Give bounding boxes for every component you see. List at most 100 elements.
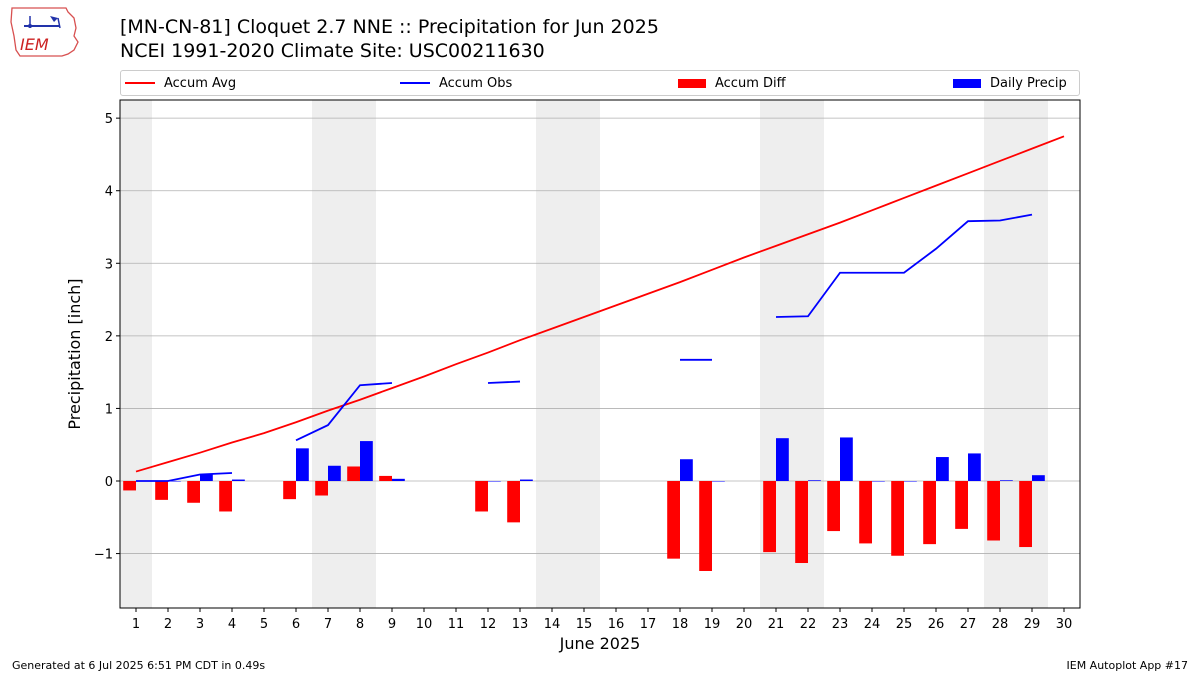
legend-swatch-accum-obs	[400, 82, 430, 84]
daily-precip-bar	[520, 479, 533, 481]
accum-diff-bar	[891, 481, 904, 556]
chart-title: [MN-CN-81] Cloquet 2.7 NNE :: Precipitat…	[120, 16, 659, 38]
y-tick-label: 0	[105, 475, 113, 490]
x-tick-label: 22	[800, 617, 817, 632]
chart-subtitle: NCEI 1991-2020 Climate Site: USC00211630	[120, 40, 545, 62]
daily-precip-bar	[296, 448, 309, 481]
legend-item-accum-diff: Accum Diff	[678, 71, 786, 95]
accum-obs-line	[487, 380, 521, 384]
daily-precip-bar	[488, 481, 501, 482]
x-tick-label: 23	[832, 617, 849, 632]
accum-diff-bar	[315, 481, 328, 496]
x-tick-label: 24	[864, 617, 881, 632]
accum-diff-bar	[475, 481, 488, 512]
x-tick-label: 1	[132, 617, 140, 632]
x-tick-label: 19	[704, 617, 721, 632]
legend-swatch-daily-precip	[953, 78, 981, 88]
x-tick-label: 26	[928, 617, 945, 632]
daily-precip-bar	[232, 479, 245, 481]
y-tick-label: 5	[105, 112, 113, 127]
daily-precip-bar	[904, 481, 917, 482]
x-tick-label: 2	[164, 617, 172, 632]
accum-obs-line	[775, 213, 1033, 318]
svg-text:IEM: IEM	[20, 35, 49, 54]
accum-diff-bar	[347, 466, 360, 481]
legend-item-accum-avg: Accum Avg	[125, 71, 236, 95]
weekend-shading	[120, 100, 1048, 608]
footer-app: IEM Autoplot App #17	[1066, 659, 1189, 672]
x-tick-label: 12	[480, 617, 497, 632]
daily-precip-bar	[712, 481, 725, 482]
legend-label-accum-diff: Accum Diff	[715, 75, 786, 91]
accum-avg-line	[135, 135, 1065, 473]
chart-legend: Accum Avg Accum Obs Accum Diff Daily Pre…	[120, 70, 1080, 96]
accum-diff-bar	[219, 481, 232, 512]
lines	[135, 135, 1065, 482]
daily-precip-bar	[168, 481, 181, 482]
x-tick-label: 3	[196, 617, 204, 632]
legend-label-daily-precip: Daily Precip	[990, 75, 1067, 91]
y-tick-label: 2	[105, 330, 113, 345]
daily-precip-bar	[808, 480, 821, 481]
x-tick-label: 11	[448, 617, 465, 632]
accum-diff-bar	[187, 481, 200, 503]
daily-precip-bar	[328, 465, 341, 481]
x-tick-label: 5	[260, 617, 268, 632]
accum-obs-line	[295, 382, 393, 442]
accum-diff-bar	[795, 481, 808, 564]
grid-lines	[120, 117, 1080, 554]
x-tick-label: 30	[1056, 617, 1073, 632]
weekend-shade	[984, 100, 1048, 608]
weekend-shade	[312, 100, 376, 608]
y-tick-label: 3	[105, 257, 113, 272]
weekend-shade	[120, 100, 152, 608]
x-tick-label: 16	[608, 617, 625, 632]
accum-diff-bar	[699, 481, 712, 571]
daily-precip-bar	[200, 474, 213, 481]
daily-precip-bar	[136, 481, 149, 482]
daily-precip-bar	[776, 438, 789, 481]
daily-precip-bar	[936, 457, 949, 481]
x-tick-label: 7	[324, 617, 332, 632]
daily-precip-bar	[872, 481, 885, 482]
weekend-shade	[536, 100, 600, 608]
x-tick-label: 15	[576, 617, 593, 632]
daily-precip-bar	[1032, 475, 1045, 481]
x-tick-label: 18	[672, 617, 689, 632]
accum-diff-bar	[155, 481, 168, 500]
x-tick-label: 27	[960, 617, 977, 632]
legend-item-accum-obs: Accum Obs	[400, 71, 512, 95]
x-tick-label: 29	[1024, 617, 1041, 632]
x-tick-label: 9	[388, 617, 396, 632]
accum-diff-bar	[507, 481, 520, 523]
x-tick-label: 20	[736, 617, 753, 632]
x-tick-label: 25	[896, 617, 913, 632]
x-tick-label: 13	[512, 617, 529, 632]
legend-label-accum-avg: Accum Avg	[164, 75, 237, 91]
footer-generated: Generated at 6 Jul 2025 6:51 PM CDT in 0…	[12, 659, 266, 672]
y-axis-ticks: −1 0 1 2 3 4 5	[94, 112, 120, 563]
x-tick-label: 4	[228, 617, 236, 632]
x-axis-label: June 2025	[559, 634, 641, 653]
y-tick-label: −1	[94, 548, 113, 563]
daily-precip-bar	[680, 459, 693, 481]
accum-diff-bar	[955, 481, 968, 529]
accum-obs-line	[136, 472, 233, 482]
x-tick-label: 6	[292, 617, 300, 632]
x-tick-label: 14	[544, 617, 561, 632]
accum-diff-bar	[987, 481, 1000, 541]
x-axis-ticks: 1 2 3 4 5 6 7 8 9 10 11 12 13 14 15 16 17 18 19 20 21 22 23 24 2…	[132, 608, 1072, 632]
legend-swatch-accum-diff	[678, 78, 706, 88]
iem-logo: IEM	[8, 6, 82, 62]
accum-diff-bar	[283, 481, 296, 500]
accum-diff-bar	[379, 475, 392, 481]
accum-diff-bar	[859, 481, 872, 544]
daily-precip-bar	[840, 437, 853, 481]
legend-swatch-accum-avg	[125, 82, 155, 84]
y-tick-label: 1	[105, 402, 113, 417]
daily-precip-bar	[968, 453, 981, 481]
legend-item-daily-precip: Daily Precip	[953, 71, 1067, 95]
y-tick-label: 4	[105, 185, 113, 200]
daily-precip-bar	[360, 441, 373, 481]
accum-diff-bar	[763, 481, 776, 553]
